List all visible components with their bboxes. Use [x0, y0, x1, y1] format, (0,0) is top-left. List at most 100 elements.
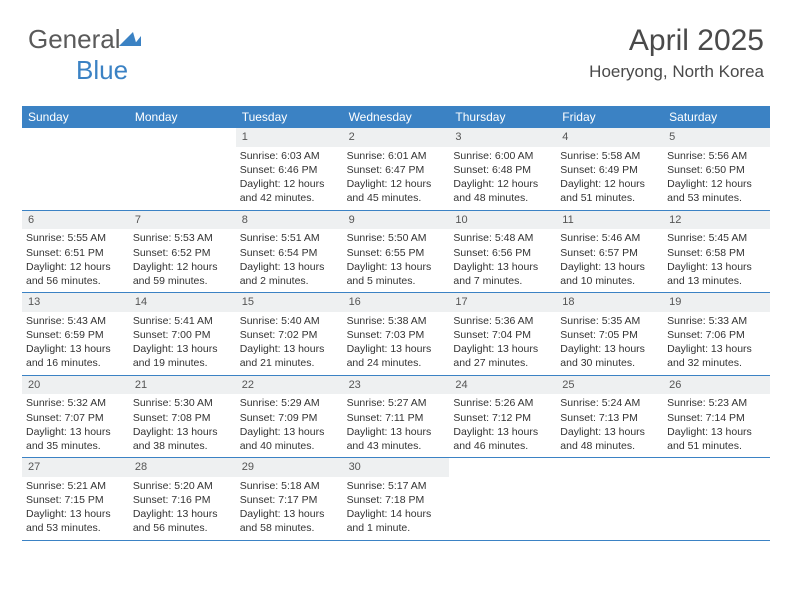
day-cell: 18Sunrise: 5:35 AMSunset: 7:05 PMDayligh… [556, 293, 663, 375]
daylight-label: Daylight: [560, 343, 604, 355]
day-cell: 2Sunrise: 6:01 AMSunset: 6:47 PMDaylight… [343, 128, 450, 210]
sunset-label: Sunset: [133, 329, 172, 341]
day-cell: 24Sunrise: 5:26 AMSunset: 7:12 PMDayligh… [449, 376, 556, 458]
day-cell: 12Sunrise: 5:45 AMSunset: 6:58 PMDayligh… [663, 211, 770, 293]
day-cell: 9Sunrise: 5:50 AMSunset: 6:55 PMDaylight… [343, 211, 450, 293]
sunset-label: Sunset: [453, 164, 492, 176]
sunrise-value: 5:53 AM [174, 232, 213, 244]
sunset-value: 7:16 PM [171, 494, 210, 506]
sunrise-value: 6:00 AM [495, 150, 534, 162]
day-body: Sunrise: 5:58 AMSunset: 6:49 PMDaylight:… [556, 149, 663, 210]
sunset-label: Sunset: [347, 247, 386, 259]
sunset-label: Sunset: [240, 412, 279, 424]
sunrise-value: 5:46 AM [602, 232, 641, 244]
sunrise-label: Sunrise: [667, 397, 708, 409]
sunrise-label: Sunrise: [133, 397, 174, 409]
sunrise-value: 5:43 AM [67, 315, 106, 327]
daylight-label: Daylight: [453, 343, 497, 355]
sunset-value: 6:54 PM [278, 247, 317, 259]
day-body: Sunrise: 5:33 AMSunset: 7:06 PMDaylight:… [663, 314, 770, 375]
sunrise-label: Sunrise: [26, 480, 67, 492]
day-number: 24 [449, 376, 556, 395]
day-number: 15 [236, 293, 343, 312]
day-cell: 21Sunrise: 5:30 AMSunset: 7:08 PMDayligh… [129, 376, 236, 458]
day-cell: 28Sunrise: 5:20 AMSunset: 7:16 PMDayligh… [129, 458, 236, 540]
day-cell: 23Sunrise: 5:27 AMSunset: 7:11 PMDayligh… [343, 376, 450, 458]
day-number: 5 [663, 128, 770, 147]
sunset-value: 7:00 PM [171, 329, 210, 341]
day-number: 1 [236, 128, 343, 147]
day-body: Sunrise: 5:41 AMSunset: 7:00 PMDaylight:… [129, 314, 236, 375]
week-row: 6Sunrise: 5:55 AMSunset: 6:51 PMDaylight… [22, 211, 770, 294]
sunset-label: Sunset: [133, 412, 172, 424]
sunset-value: 6:49 PM [599, 164, 638, 176]
sunset-label: Sunset: [347, 412, 386, 424]
sunrise-value: 5:32 AM [67, 397, 106, 409]
sunrise-label: Sunrise: [560, 397, 601, 409]
sunset-label: Sunset: [347, 164, 386, 176]
day-body: Sunrise: 5:53 AMSunset: 6:52 PMDaylight:… [129, 231, 236, 292]
daylight-label: Daylight: [667, 261, 711, 273]
day-cell: 15Sunrise: 5:40 AMSunset: 7:02 PMDayligh… [236, 293, 343, 375]
day-number: 30 [343, 458, 450, 477]
calendar: SundayMondayTuesdayWednesdayThursdayFrid… [22, 106, 770, 541]
day-body: Sunrise: 5:21 AMSunset: 7:15 PMDaylight:… [22, 479, 129, 540]
day-number: 13 [22, 293, 129, 312]
sunrise-value: 6:01 AM [388, 150, 427, 162]
sunset-value: 7:14 PM [706, 412, 745, 424]
day-body: Sunrise: 5:36 AMSunset: 7:04 PMDaylight:… [449, 314, 556, 375]
day-cell: 22Sunrise: 5:29 AMSunset: 7:09 PMDayligh… [236, 376, 343, 458]
day-cell: 27Sunrise: 5:21 AMSunset: 7:15 PMDayligh… [22, 458, 129, 540]
month-title: April 2025 [589, 24, 764, 58]
sunrise-label: Sunrise: [453, 315, 494, 327]
sunset-value: 7:13 PM [599, 412, 638, 424]
sunset-value: 7:03 PM [385, 329, 424, 341]
daylight-label: Daylight: [26, 426, 70, 438]
daylight-label: Daylight: [133, 508, 177, 520]
day-body: Sunrise: 5:50 AMSunset: 6:55 PMDaylight:… [343, 231, 450, 292]
day-cell: .. [556, 458, 663, 540]
day-number: 3 [449, 128, 556, 147]
day-cell: 29 Sunrise: 5:18 AMSunset: 7:17 PMDayligh… [236, 458, 343, 540]
sunset-label: Sunset: [26, 412, 65, 424]
day-body: Sunrise: 5:23 AMSunset: 7:14 PMDaylight:… [663, 396, 770, 457]
dayname: Friday [556, 106, 663, 128]
sunset-value: 7:07 PM [65, 412, 104, 424]
sunrise-value: 5:30 AM [174, 397, 213, 409]
daylight-label: Daylight: [26, 508, 70, 520]
sunset-value: 6:57 PM [599, 247, 638, 259]
daylight-label: Daylight: [26, 343, 70, 355]
sunrise-label: Sunrise: [453, 397, 494, 409]
sunset-label: Sunset: [560, 412, 599, 424]
sunset-value: 7:17 PM [278, 494, 317, 506]
day-cell: 17Sunrise: 5:36 AMSunset: 7:04 PMDayligh… [449, 293, 556, 375]
sunrise-value: 5:40 AM [281, 315, 320, 327]
sunset-label: Sunset: [453, 329, 492, 341]
daylight-label: Daylight: [133, 426, 177, 438]
day-number: 6 [22, 211, 129, 230]
sunrise-label: Sunrise: [347, 480, 388, 492]
daylight-label: Daylight: [133, 261, 177, 273]
day-number: 9 [343, 211, 450, 230]
sunset-value: 6:47 PM [385, 164, 424, 176]
sunrise-label: Sunrise: [26, 315, 67, 327]
day-cell: 13Sunrise: 5:43 AMSunset: 6:59 PMDayligh… [22, 293, 129, 375]
sunset-label: Sunset: [453, 412, 492, 424]
sunset-value: 7:18 PM [385, 494, 424, 506]
day-number: 7 [129, 211, 236, 230]
sunset-value: 6:52 PM [171, 247, 210, 259]
location: Hoeryong, North Korea [589, 62, 764, 82]
day-cell: 8Sunrise: 5:51 AMSunset: 6:54 PMDaylight… [236, 211, 343, 293]
day-body: Sunrise: 5:18 AMSunset: 7:17 PMDaylight:… [236, 479, 343, 540]
day-number: 29 [236, 458, 343, 477]
sunset-label: Sunset: [667, 329, 706, 341]
sunset-value: 7:05 PM [599, 329, 638, 341]
day-cell: 6Sunrise: 5:55 AMSunset: 6:51 PMDaylight… [22, 211, 129, 293]
day-body: Sunrise: 5:38 AMSunset: 7:03 PMDaylight:… [343, 314, 450, 375]
day-body: Sunrise: 5:46 AMSunset: 6:57 PMDaylight:… [556, 231, 663, 292]
day-body: Sunrise: 5:27 AMSunset: 7:11 PMDaylight:… [343, 396, 450, 457]
sunset-label: Sunset: [453, 247, 492, 259]
sunrise-value: 5:50 AM [388, 232, 427, 244]
sunset-value: 7:11 PM [385, 412, 423, 424]
sunrise-label: Sunrise: [347, 150, 388, 162]
